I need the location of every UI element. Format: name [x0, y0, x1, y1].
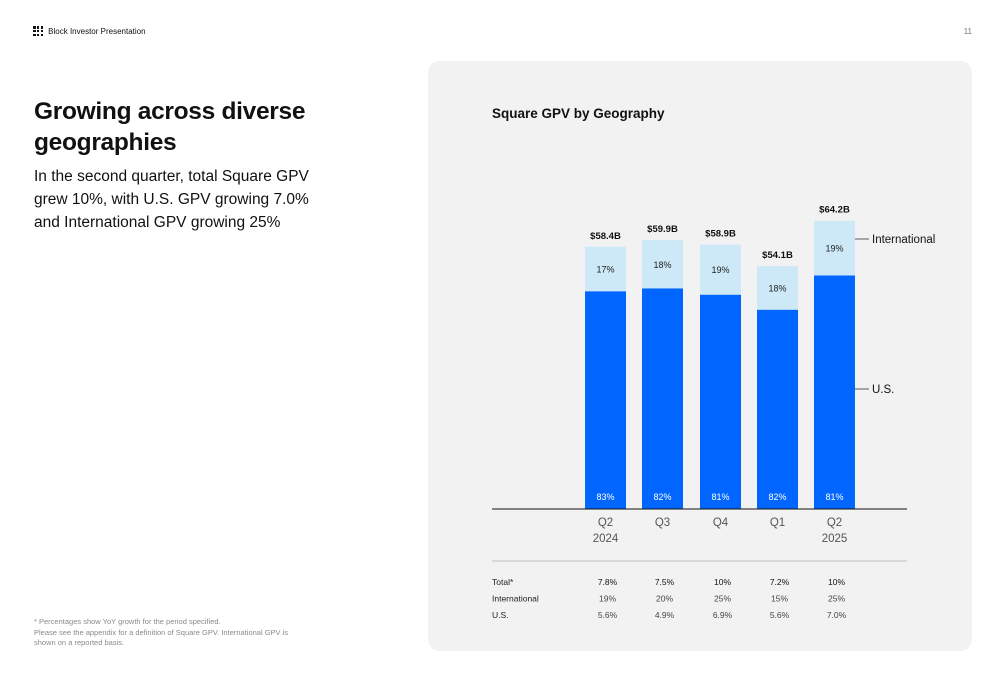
x-tick-label: Q4 — [713, 517, 729, 529]
international-share-label: 19% — [711, 265, 729, 275]
total-label: $59.9B — [647, 224, 678, 235]
table-cell: 4.9% — [655, 610, 675, 620]
table-cell: 7.8% — [598, 577, 618, 587]
us-share-label: 82% — [653, 492, 671, 502]
legend-international: International — [872, 234, 935, 246]
table-cell: 5.6% — [598, 610, 618, 620]
x-tick-label: 2025 — [822, 533, 848, 545]
brand-label: Block Investor Presentation — [48, 26, 146, 36]
table-cell: 10% — [714, 577, 731, 587]
table-cell: 10% — [828, 577, 845, 587]
page-title: Growing across diverse geographies — [34, 98, 306, 156]
header-brand: Block Investor Presentation — [33, 26, 146, 37]
bar-us — [757, 309, 798, 509]
table-cell: 20% — [656, 594, 673, 604]
block-logo-icon — [33, 26, 44, 37]
x-tick-label: Q2 — [827, 517, 842, 529]
us-share-label: 83% — [596, 492, 614, 502]
us-share-label: 82% — [768, 492, 786, 502]
international-share-label: 18% — [768, 283, 786, 293]
bar-international — [585, 246, 626, 292]
table-row-label: Total* — [492, 577, 514, 587]
total-label: $58.4B — [590, 231, 621, 242]
bar-us — [642, 288, 683, 509]
table-cell: 6.9% — [713, 610, 733, 620]
bar-international — [757, 266, 798, 310]
table-cell: 19% — [599, 594, 616, 604]
bar-us — [700, 294, 741, 509]
international-share-label: 18% — [653, 260, 671, 270]
table-cell: 5.6% — [770, 610, 790, 620]
x-tick-label: Q3 — [655, 517, 670, 529]
table-cell: 7.2% — [770, 577, 790, 587]
us-share-label: 81% — [825, 492, 843, 502]
x-tick-label: Q2 — [598, 517, 613, 529]
page-number: 11 — [963, 27, 972, 36]
bar-international — [642, 240, 683, 289]
table-cell: 7.0% — [827, 610, 847, 620]
x-tick-label: Q1 — [770, 517, 785, 529]
bar-international — [700, 244, 741, 295]
bar-us — [585, 291, 626, 509]
total-label: $54.1B — [762, 250, 793, 261]
international-share-label: 19% — [825, 244, 843, 254]
table-row-label: International — [492, 594, 539, 604]
table-row-label: U.S. — [492, 610, 509, 620]
summary-text: In the second quarter, total Square GPV … — [34, 168, 309, 231]
legend-us: U.S. — [872, 384, 894, 396]
table-cell: 25% — [714, 594, 731, 604]
total-label: $58.9B — [705, 229, 736, 240]
chart-title: Square GPV by Geography — [492, 106, 665, 121]
table-cell: 7.5% — [655, 577, 675, 587]
bar-international — [814, 220, 855, 276]
footnote-line: Please see the appendix for a definition… — [34, 627, 289, 648]
bar-us — [814, 275, 855, 509]
international-share-label: 17% — [596, 265, 614, 275]
footnote-line: * Percentages show YoY growth for the pe… — [34, 617, 221, 626]
table-cell: 15% — [771, 594, 788, 604]
footnote: * Percentages show YoY growth for the pe… — [34, 617, 304, 649]
total-label: $64.2B — [819, 205, 850, 216]
us-share-label: 81% — [711, 492, 729, 502]
table-cell: 25% — [828, 594, 845, 604]
x-tick-label: 2024 — [593, 533, 619, 545]
